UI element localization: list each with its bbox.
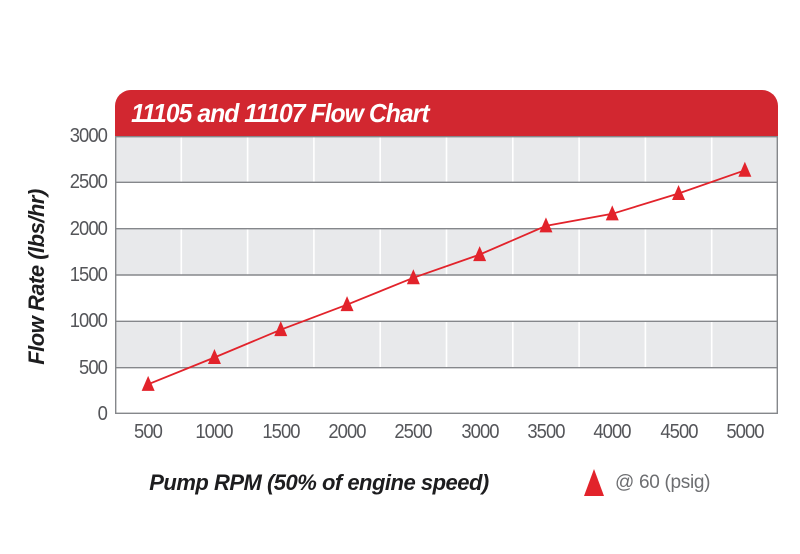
legend: @ 60 (psig) [584,469,711,496]
x-axis-title: Pump RPM (50% of engine speed) [149,470,489,495]
y-tick-label: 1500 [69,264,108,286]
data-point-marker [207,348,221,364]
data-point-marker [473,246,487,262]
y-tick-label: 2000 [69,217,108,240]
legend-label: @ 60 (psig) [615,471,711,493]
data-point-marker [274,321,288,337]
chart-title-bar: 11105 and 11107 Flow Chart [115,90,778,136]
data-point-marker [605,205,619,221]
data-point-marker [141,375,155,391]
data-point-marker [738,161,752,177]
x-tick-label: 2500 [394,421,433,443]
data-point-marker [539,217,553,233]
y-tick-label: 2500 [69,171,108,194]
data-point-marker [340,296,354,312]
series-line [147,169,746,386]
x-tick-label: 5000 [726,421,764,443]
x-tick-label: 4000 [593,421,632,443]
flow-chart-plot [115,136,778,414]
x-tick-label: 3000 [461,421,499,443]
y-tick-label: 3000 [69,125,108,147]
y-tick-label: 0 [97,403,108,425]
triangle-marker-icon [584,469,604,496]
x-tick-label: 1500 [262,421,300,443]
chart-title: 11105 and 11107 Flow Chart [131,97,429,128]
x-tick-label: 4500 [659,421,698,443]
x-tick-label: 1000 [195,421,234,443]
plot-area [115,136,778,414]
data-point-marker [672,184,686,200]
x-tick-label: 2000 [328,421,366,443]
y-tick-label: 500 [79,356,108,379]
data-point-marker [406,269,420,285]
plot-border [115,136,778,414]
x-tick-label: 3500 [527,421,565,443]
x-tick-label: 500 [134,421,163,443]
y-tick-label: 1000 [69,310,108,333]
